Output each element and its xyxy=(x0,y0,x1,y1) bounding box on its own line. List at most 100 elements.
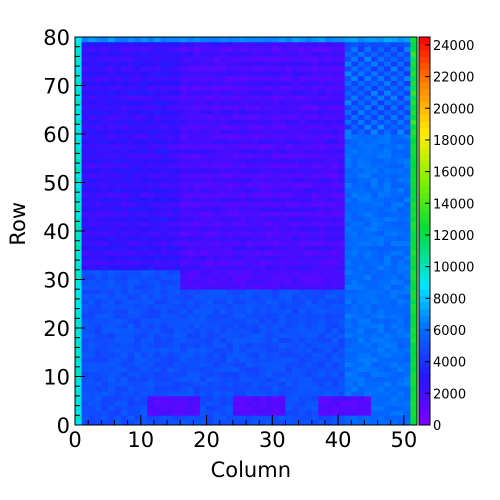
heatmap-cell xyxy=(278,410,286,416)
heatmap-cell xyxy=(390,308,398,314)
heatmap-cell xyxy=(153,323,161,329)
heatmap-cell xyxy=(219,298,227,305)
heatmap-cell xyxy=(311,395,319,402)
heatmap-cell xyxy=(403,167,411,174)
heatmap-cell xyxy=(107,90,115,96)
heatmap-cell xyxy=(140,269,148,276)
heatmap-cell xyxy=(167,114,175,120)
heatmap-cell xyxy=(364,332,372,339)
heatmap-cell xyxy=(81,269,89,276)
x-tick-label: 10 xyxy=(127,428,154,452)
heatmap-cell xyxy=(206,41,214,48)
heatmap-cell xyxy=(127,61,135,67)
heatmap-cell xyxy=(305,415,313,421)
heatmap-cell xyxy=(285,371,293,377)
heatmap-cell xyxy=(232,313,240,319)
heatmap-cell xyxy=(239,361,247,368)
heatmap-cell xyxy=(357,85,365,91)
heatmap-cell xyxy=(213,226,221,232)
heatmap-cell xyxy=(259,391,267,397)
heatmap-cell xyxy=(199,245,207,251)
heatmap-cell xyxy=(292,153,300,159)
heatmap-cell xyxy=(239,75,247,82)
heatmap-cell xyxy=(140,158,148,164)
heatmap-cell xyxy=(338,294,346,300)
heatmap-cell xyxy=(344,235,352,242)
x-axis: 0 10 20 30 40 50 xyxy=(68,415,418,452)
heatmap-cell xyxy=(351,279,359,285)
heatmap-cell xyxy=(278,381,286,387)
heatmap-cell xyxy=(292,187,300,193)
heatmap-cell xyxy=(305,376,313,382)
heatmap-cell xyxy=(384,250,392,256)
heatmap-cell xyxy=(377,289,385,295)
heatmap-cell xyxy=(357,284,365,290)
heatmap-cell xyxy=(186,206,194,212)
heatmap-cell xyxy=(101,420,109,426)
heatmap-cell xyxy=(213,66,221,72)
heatmap-cell xyxy=(259,298,267,305)
heatmap-cell xyxy=(357,75,365,82)
heatmap-cell xyxy=(173,70,181,77)
heatmap-cell xyxy=(285,376,293,382)
heatmap-cell xyxy=(259,352,267,358)
heatmap-cell xyxy=(107,269,115,276)
heatmap-cell xyxy=(173,308,181,314)
heatmap-cell xyxy=(239,109,247,115)
heatmap-cell xyxy=(272,274,280,280)
colorbar-swatch xyxy=(419,237,430,245)
heatmap-cell xyxy=(292,85,300,91)
heatmap-cell xyxy=(206,100,214,106)
heatmap-cell xyxy=(331,405,339,411)
heatmap-cell xyxy=(259,255,267,261)
heatmap-cell xyxy=(338,245,346,251)
heatmap-cell xyxy=(186,337,194,343)
heatmap-cell xyxy=(265,192,273,198)
heatmap-cell xyxy=(344,221,352,227)
heatmap-cell xyxy=(127,250,135,256)
heatmap-cell xyxy=(338,95,346,101)
heatmap-cell xyxy=(226,167,234,174)
heatmap-cell xyxy=(167,129,175,135)
heatmap-cell xyxy=(94,415,102,421)
heatmap-cell xyxy=(180,197,188,203)
heatmap-cell xyxy=(305,342,313,348)
heatmap-cell xyxy=(357,255,365,261)
heatmap-cell xyxy=(305,226,313,232)
heatmap-cell xyxy=(259,366,267,373)
heatmap-cell xyxy=(206,124,214,130)
heatmap-cell xyxy=(94,308,102,314)
heatmap-cell xyxy=(75,206,82,212)
heatmap-cell xyxy=(114,197,122,203)
heatmap-cell xyxy=(81,226,89,232)
heatmap-cell xyxy=(199,85,207,91)
heatmap-cell xyxy=(213,134,221,140)
heatmap-cell xyxy=(252,148,260,154)
heatmap-cell xyxy=(246,240,253,246)
heatmap-cell xyxy=(390,366,398,373)
heatmap-cell xyxy=(311,328,319,334)
heatmap-cell xyxy=(384,226,392,232)
heatmap-cell xyxy=(384,143,392,149)
heatmap-cell xyxy=(160,357,168,363)
heatmap-cell xyxy=(206,376,214,382)
heatmap-cell xyxy=(351,386,359,392)
heatmap-cell xyxy=(364,298,372,305)
heatmap-cell xyxy=(305,177,313,183)
heatmap-cell xyxy=(305,41,313,48)
heatmap-cell xyxy=(232,163,240,169)
heatmap-cell xyxy=(285,323,293,329)
heatmap-cell xyxy=(226,206,234,212)
heatmap-cell xyxy=(160,400,168,406)
heatmap-cell xyxy=(186,90,194,96)
heatmap-cell xyxy=(357,201,365,208)
heatmap-cell xyxy=(384,386,392,392)
heatmap-cell xyxy=(324,177,332,183)
heatmap-cell xyxy=(298,366,306,373)
heatmap-cell xyxy=(140,279,148,285)
heatmap-cell xyxy=(107,37,115,43)
heatmap-cell xyxy=(357,405,365,411)
heatmap-cell xyxy=(213,308,221,314)
heatmap-cell xyxy=(397,124,405,130)
heatmap-cell xyxy=(127,109,135,115)
